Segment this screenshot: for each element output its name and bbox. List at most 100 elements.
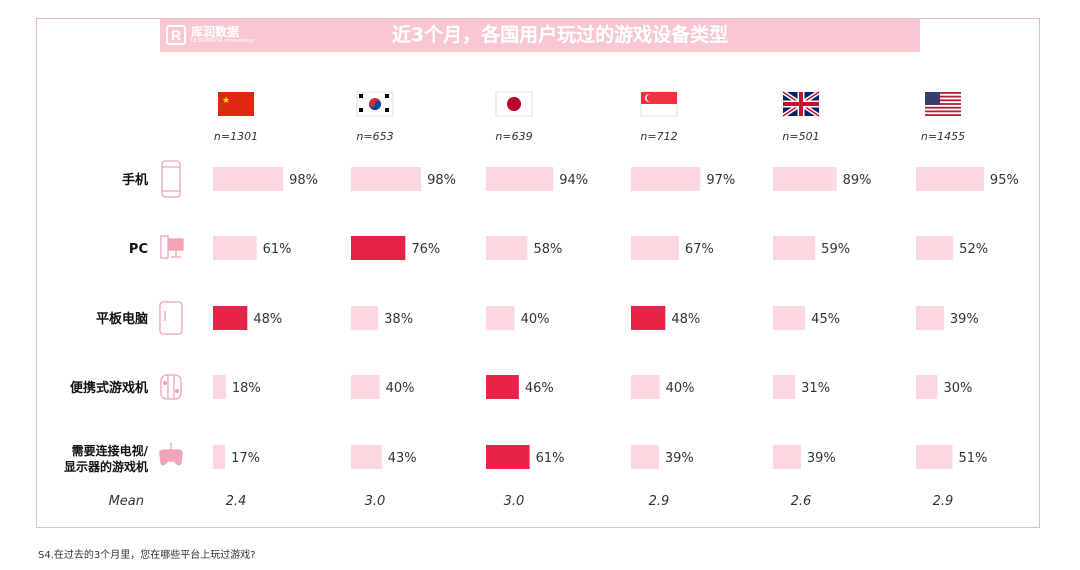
bar-value-label: 76% <box>411 242 440 257</box>
bar <box>916 306 944 330</box>
logo-mark-icon: R <box>166 25 186 45</box>
bar-value-label: 46% <box>525 381 554 396</box>
sample-size-label: n=1301 <box>214 130 258 143</box>
row-label: 平板电脑 <box>96 311 148 327</box>
brand-logo: R 库润数据 LE RUNDATA consultancy <box>166 25 254 45</box>
mean-value: 2.4 <box>226 494 247 509</box>
bar <box>631 306 666 330</box>
bar <box>486 236 528 260</box>
bar <box>773 375 796 399</box>
bar-value-label: 67% <box>685 242 714 257</box>
sample-size-label: n=501 <box>782 130 819 143</box>
usa-flag <box>925 92 961 116</box>
bar <box>631 375 660 399</box>
bar-value-label: 45% <box>811 312 840 327</box>
logo-tagline: LE RUNDATA consultancy <box>191 38 254 44</box>
uk-flag <box>781 90 821 118</box>
row-label-line-1: 需要连接电视/ <box>72 443 149 458</box>
bar <box>486 445 530 469</box>
bar-value-label: 39% <box>665 451 694 466</box>
sample-size-label: n=639 <box>495 130 532 143</box>
mean-value: 2.6 <box>791 494 812 509</box>
bar <box>351 445 382 469</box>
bar-value-label: 89% <box>843 173 872 188</box>
mean-value: 2.9 <box>649 494 670 509</box>
chart-frame <box>36 18 1040 528</box>
sample-size-label: n=712 <box>640 130 677 143</box>
bar-value-label: 18% <box>232 381 261 396</box>
bar-value-label: 98% <box>289 173 318 188</box>
south-korea-flag <box>356 91 394 117</box>
bar <box>351 375 380 399</box>
mean-label: Mean <box>109 494 144 509</box>
bar-value-label: 58% <box>533 242 562 257</box>
chart-header: R 库润数据 LE RUNDATA consultancy 近3个月，各国用户玩… <box>160 19 920 52</box>
handheld-console-icon <box>160 374 182 400</box>
bar-value-label: 38% <box>384 312 413 327</box>
bar-value-label: 97% <box>706 173 735 188</box>
bar-value-label: 48% <box>671 312 700 327</box>
bar <box>773 236 816 260</box>
logo-name: 库润数据 <box>191 25 240 39</box>
bar <box>351 167 422 191</box>
bar <box>773 445 801 469</box>
bar-value-label: 95% <box>990 173 1019 188</box>
bar <box>351 236 406 260</box>
bar <box>486 375 519 399</box>
bar-value-label: 40% <box>521 312 550 327</box>
bar <box>631 167 701 191</box>
sample-size-label: n=653 <box>356 130 393 143</box>
bar <box>351 306 379 330</box>
survey-footnote: S4.在过去的3个月里，您在哪些平台上玩过游戏? <box>38 550 256 561</box>
bar-value-label: 43% <box>388 451 417 466</box>
bar-value-label: 40% <box>666 381 695 396</box>
china-flag: ★ <box>218 92 254 116</box>
bar <box>486 306 515 330</box>
mean-value: 2.9 <box>933 494 954 509</box>
bar <box>213 306 248 330</box>
bar <box>916 375 938 399</box>
bar <box>916 445 953 469</box>
bar-value-label: 48% <box>253 312 282 327</box>
pc-icon <box>160 235 184 259</box>
bar-value-label: 61% <box>536 451 565 466</box>
bar-value-label: 40% <box>386 381 415 396</box>
bar <box>213 375 226 399</box>
gamepad-icon <box>159 443 183 466</box>
bar-value-label: 51% <box>958 451 987 466</box>
bar-value-label: 94% <box>559 173 588 188</box>
singapore-flag <box>640 91 678 117</box>
bar-value-label: 39% <box>950 312 979 327</box>
chart-title: 近3个月，各国用户玩过的游戏设备类型 <box>391 24 729 46</box>
bar-value-label: 61% <box>263 242 292 257</box>
bar-value-label: 30% <box>943 381 972 396</box>
bar <box>213 445 226 469</box>
bar <box>631 445 659 469</box>
bar <box>213 236 257 260</box>
mean-value: 3.0 <box>365 494 386 509</box>
bar <box>773 167 837 191</box>
bar-value-label: 39% <box>807 451 836 466</box>
bar <box>916 167 984 191</box>
bar <box>773 306 806 330</box>
bar <box>213 167 284 191</box>
row-label-line-2: 显示器的游戏机 <box>64 459 148 474</box>
phone-icon <box>161 160 181 198</box>
tablet-icon <box>159 301 183 335</box>
bar-value-label: 59% <box>821 242 850 257</box>
bar <box>486 167 554 191</box>
bar-value-label: 98% <box>427 173 456 188</box>
bar-value-label: 52% <box>959 242 988 257</box>
bar <box>631 236 679 260</box>
sample-size-label: n=1455 <box>921 130 965 143</box>
row-label: 手机 <box>122 172 148 188</box>
row-label: PC <box>129 242 148 257</box>
bar <box>916 236 954 260</box>
bar-value-label: 17% <box>231 451 260 466</box>
japan-flag <box>495 91 533 117</box>
bar-value-label: 31% <box>801 381 830 396</box>
mean-value: 3.0 <box>504 494 525 509</box>
svg-text:★: ★ <box>222 96 230 106</box>
row-label: 便携式游戏机 <box>70 380 148 396</box>
